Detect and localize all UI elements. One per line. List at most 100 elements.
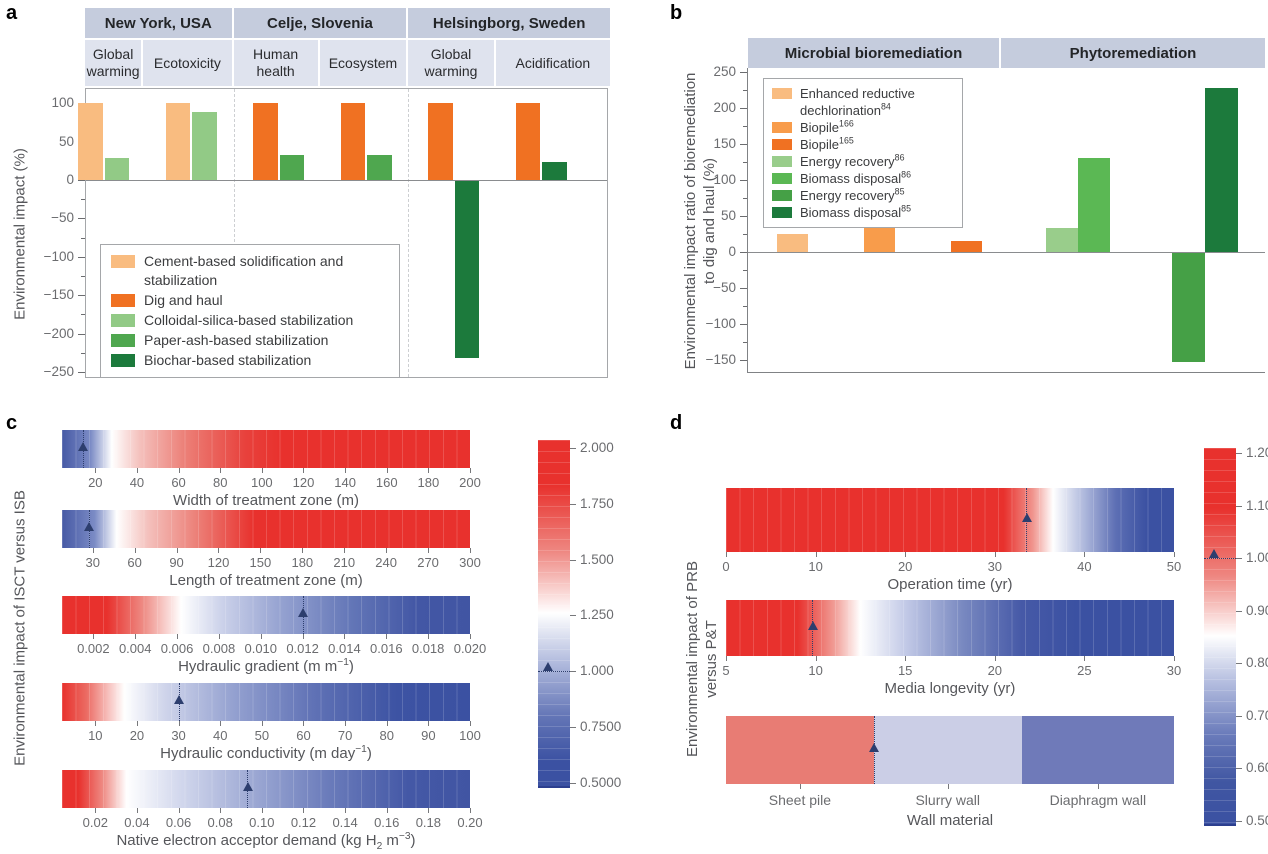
legend-color-swatch-icon [772,139,792,150]
panel-d-x-tick-label: 50 [1166,559,1182,574]
panel-c-x-tick [470,634,471,639]
panel-c-colorbar-tick-label: 0.7500 [580,719,622,735]
panel-c-x-tick-label: 160 [375,475,398,490]
panel-c-x-tick [345,721,347,726]
legend-color-swatch-icon [772,156,792,167]
panel-d-letter: d [670,412,683,434]
panel-a-category-header: Ecosystem [319,40,407,86]
panel-a-y-tick [81,352,85,354]
legend-item: Biopile166 [772,119,954,136]
panel-d-wall-segment-label: Slurry wall [915,792,981,808]
panel-b-legend: Enhanced reductive dechlorination84 Biopi… [763,78,963,228]
panel-b-y-tick-label: −150 [705,352,736,367]
legend-color-swatch-icon [111,354,135,367]
panel-a-bar [454,181,479,358]
panel-d-x-tick [1174,552,1175,557]
panel-d-x-tick-label: 30 [987,559,1003,574]
panel-c-marker-arrow-icon [84,522,95,531]
panel-d-colorbar-marker-arrow-icon [1209,549,1219,559]
panel-c-x-tick-label: 40 [212,728,228,743]
panel-a-bar [279,154,304,180]
panel-b-y-tick-label: 250 [713,64,736,79]
panel-b-x-axis-line [747,372,1265,373]
panel-d-colorbar-tick-label: 0.70 [1246,707,1268,723]
panel-c-x-tick [136,721,138,726]
panel-c-x-tick [386,468,388,473]
legend-item: Paper-ash-based stabilization [111,331,389,350]
panel-b-y-tick [743,270,747,271]
panel-c-x-tick [92,548,94,553]
panel-a-y-tick-label: −100 [43,248,74,264]
panel-d-gradient-strip [726,600,1174,656]
panel-a-bar [104,158,129,180]
panel-a-y-tick [81,276,85,277]
panel-d-colorbar-tick-label: 0.80 [1246,655,1268,671]
legend-item-label: Biopile166 [800,118,854,135]
panel-c-x-tick-label: 120 [292,475,315,490]
panel-c-x-tick [176,548,178,553]
panel-d-x-tick-label: 0 [722,559,730,574]
panel-b-y-tick [743,234,747,235]
panel-c-marker-arrow-icon [78,442,89,451]
panel-d-x-tick [815,656,817,661]
panel-c-gradient-strip [62,430,470,468]
panel-c-x-tick [177,634,179,639]
panel-c-x-tick [345,468,347,473]
panel-d-wall-segment-label: Diaphragm wall [1049,792,1147,808]
panel-c-x-tick [95,808,97,813]
panel-d-x-tick [905,552,907,557]
panel-d-wall-tick [947,784,949,789]
panel-a-y-tick [78,180,85,181]
panel-a-bar [428,103,453,180]
panel-a-bar [515,103,540,180]
panel-a-y-tick-label: −250 [43,364,74,379]
panel-b-y-tick [740,72,747,73]
panel-c-x-tick [470,548,471,553]
panel-d-y-axis-label-line2: versus P&T [703,620,720,698]
panel-c-x-tick-label: 0.14 [332,815,358,830]
panel-c-colorbar-tick [570,615,576,617]
panel-c-x-tick [178,808,180,813]
legend-item: Biomass disposal85 [772,204,954,221]
panel-c-x-tick [303,808,305,813]
panel-c-x-tick-label: 30 [171,728,186,743]
panel-b-zero-line [748,252,1265,253]
legend-color-swatch-icon [111,255,135,268]
panel-b-y-tick [740,288,747,289]
panel-d-colorbar-tick [1236,663,1242,665]
legend-item-label: Energy recovery85 [800,186,905,203]
panel-b-y-tick-label: 0 [728,244,736,259]
panel-d-x-tick [815,552,817,557]
panel-b-bar [1078,158,1110,252]
panel-c-strip-title: Native electron acceptor demand (kg H2 m… [116,831,416,852]
panel-c-x-tick [218,634,220,639]
panel-a-category-header: Ecotoxicity [143,40,232,86]
panel-c-colorbar-tick [570,559,576,561]
panel-c-x-tick [470,468,471,473]
panel-a-bar [192,112,217,180]
panel-a-bar [367,154,392,180]
panel-c-x-tick [386,721,388,726]
panel-c-x-tick [344,634,346,639]
panel-c-x-tick-label: 0.006 [160,641,194,656]
panel-c-x-tick-label: 180 [417,475,440,490]
panel-c-gradient-strip [62,683,470,721]
panel-d-x-tick-label: 15 [897,663,913,678]
panel-d-colorbar-tick [1236,715,1242,717]
panel-a-y-tick [78,256,85,258]
panel-c-x-tick [345,808,347,813]
panel-b-y-tick [740,216,747,217]
panel-c-x-tick-label: 80 [212,475,228,490]
panel-c-x-tick [386,634,388,639]
panel-c-x-tick-label: 10 [88,728,103,743]
panel-c-x-tick [220,808,222,813]
panel-c-x-tick-label: 0.08 [207,815,233,830]
panel-a-y-tick-label: −50 [51,210,74,226]
legend-item: Dig and haul [111,291,389,310]
legend-item: Energy recovery85 [772,187,954,204]
panel-c-y-axis-label-text: Environmental impact of ISCT versus ISB [11,490,29,766]
panel-c-x-tick [470,808,471,813]
panel-c-x-tick [428,808,430,813]
panel-b-y-tick [740,180,747,181]
panel-c-x-tick [428,468,430,473]
